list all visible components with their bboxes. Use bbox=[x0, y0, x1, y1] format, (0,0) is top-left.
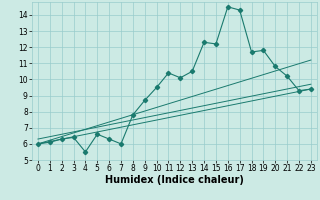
X-axis label: Humidex (Indice chaleur): Humidex (Indice chaleur) bbox=[105, 175, 244, 185]
